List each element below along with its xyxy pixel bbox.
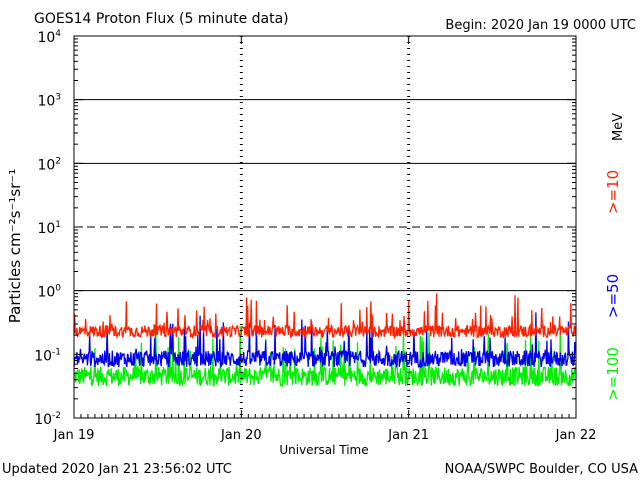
series-line-50 (73, 312, 577, 369)
begin-label: Begin: 2020 Jan 19 0000 UTC (445, 18, 636, 33)
legend-label-10: >=10 (604, 170, 622, 214)
x-axis-label: Universal Time (279, 443, 368, 457)
chart-title: GOES14 Proton Flux (5 minute data) (34, 11, 289, 27)
y-tick-label: 10-1 (34, 347, 61, 364)
y-tick-label: 103 (37, 93, 61, 110)
y-tick-label: 104 (37, 29, 61, 46)
y-tick-label: 100 (37, 284, 61, 301)
y-tick-label: 101 (37, 220, 61, 237)
y-axis-label: Particles cm⁻²s⁻¹sr⁻¹ (6, 169, 24, 323)
footer-updated: Updated 2020 Jan 21 23:56:02 UTC (2, 462, 232, 477)
legend-label-100: >=100 (604, 347, 622, 401)
series-line-10 (73, 293, 577, 340)
unit-label: MeV (611, 113, 626, 141)
x-tick-label: Jan 22 (555, 428, 597, 443)
x-tick-label: Jan 20 (220, 428, 262, 443)
y-tick-label: 10-2 (34, 411, 61, 428)
y-tick-label: 102 (37, 156, 61, 173)
x-tick-label: Jan 21 (387, 428, 429, 443)
series-line-100 (73, 325, 577, 388)
footer-credit: NOAA/SWPC Boulder, CO USA (445, 462, 638, 477)
x-tick-label: Jan 19 (53, 428, 95, 443)
legend-label-50: >=50 (604, 274, 622, 318)
